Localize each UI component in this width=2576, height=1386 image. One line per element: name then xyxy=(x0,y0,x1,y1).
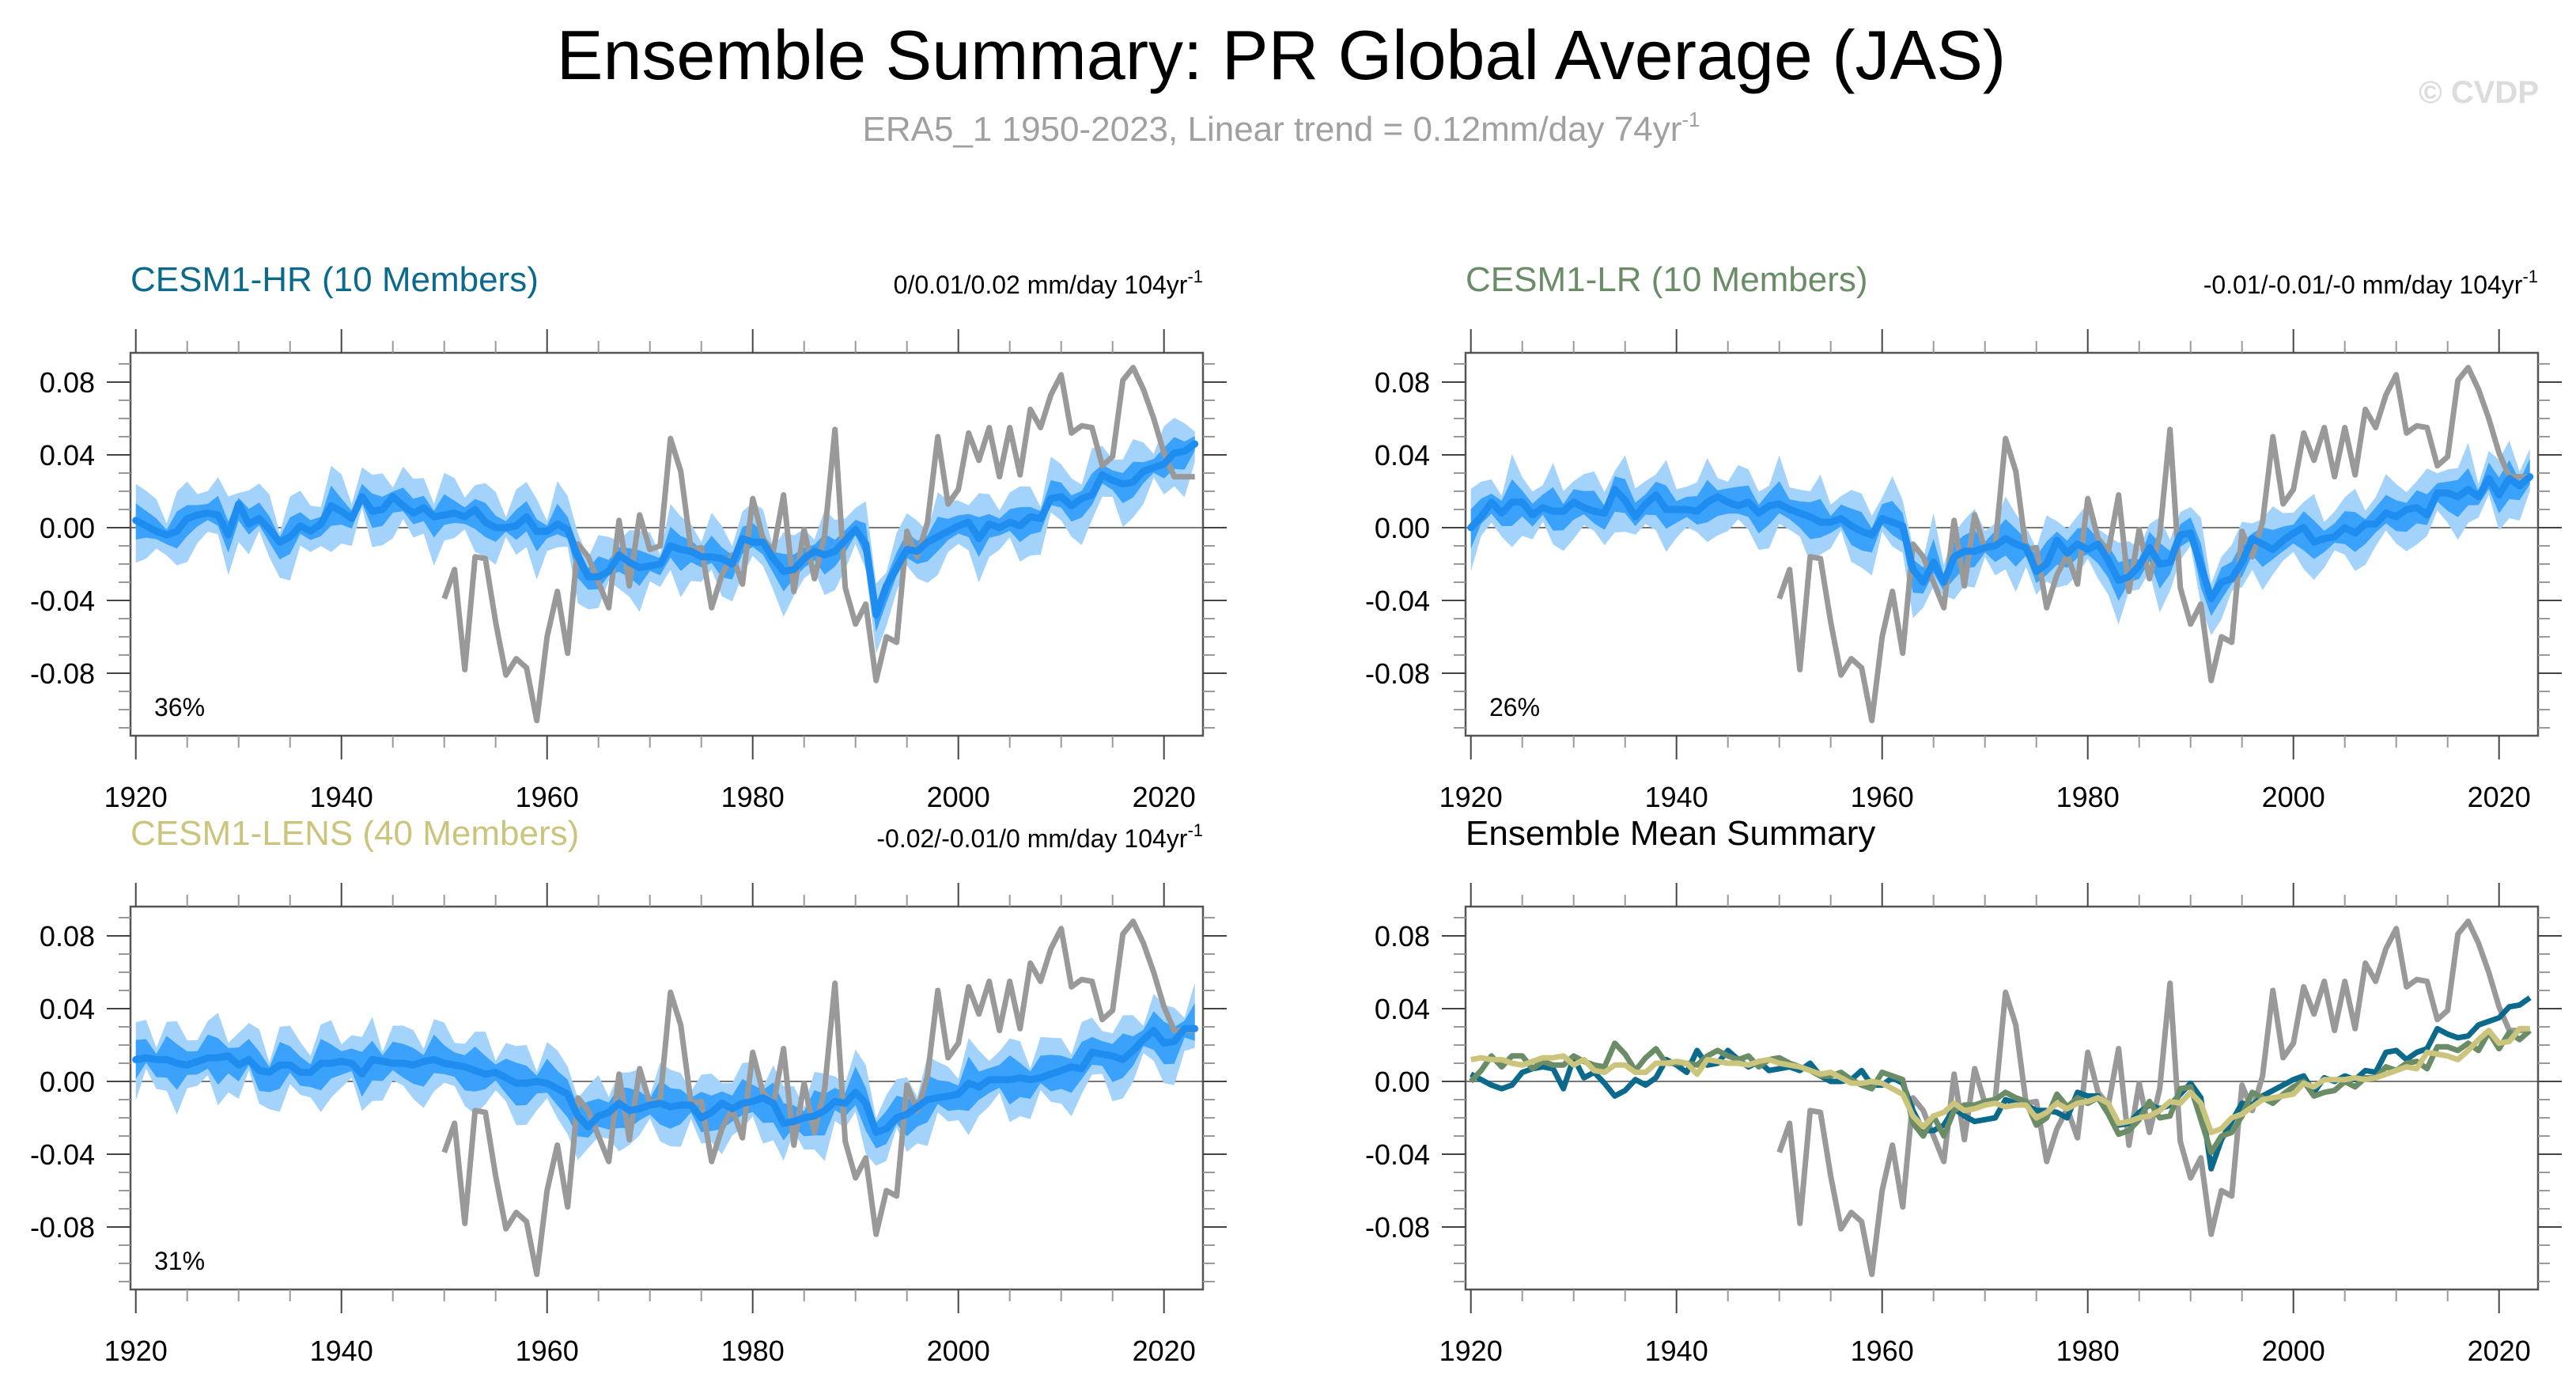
y-tick-label: -0.04 xyxy=(1365,585,1430,617)
y-tick-label: -0.08 xyxy=(1365,657,1430,690)
plot-area xyxy=(1466,365,2538,724)
trend-label: 0/0.01/0.02 mm/day 104yr-1 xyxy=(894,267,1203,299)
subtitle-superscript: -1 xyxy=(1681,108,1700,131)
x-tick-label: 2000 xyxy=(927,781,990,813)
ensemble-mean-line xyxy=(132,440,1199,619)
subtitle-text: ERA5_1 1950-2023, Linear trend = 0.12mm/… xyxy=(863,110,1682,149)
y-tick-label: 0.00 xyxy=(40,1066,95,1098)
x-tick-label: 1980 xyxy=(2056,1335,2120,1367)
trend-text: -0.01/-0.01/-0 mm/day 104yr xyxy=(2203,271,2523,299)
ensemble-inner-band xyxy=(135,1003,1195,1149)
x-tick-label: 1920 xyxy=(104,781,168,813)
panels-grid: CESM1-HR (10 Members) 0/0.01/0.02 mm/day … xyxy=(30,260,2562,1367)
y-tick-label: 0.04 xyxy=(40,439,95,471)
observations-line xyxy=(1776,918,2530,1278)
y-tick-label: 0.08 xyxy=(40,366,95,399)
y-tick-label: 0.04 xyxy=(1375,439,1430,471)
x-tick-label: 2020 xyxy=(1133,781,1196,813)
x-tick-label: 1920 xyxy=(1439,1335,1503,1367)
plot-frame xyxy=(1464,351,2540,737)
trend-superscript: -1 xyxy=(2522,267,2538,286)
ensemble-inner-band xyxy=(1470,458,2530,616)
x-tick-label: 2000 xyxy=(2262,1335,2325,1367)
x-tick-label: 1960 xyxy=(516,1335,579,1367)
x-tick-label: 1940 xyxy=(1645,781,1708,813)
x-tick-label: 1940 xyxy=(310,1335,373,1367)
trend-text: -0.02/-0.01/0 mm/day 104yr xyxy=(876,824,1187,853)
panel-summary: Ensemble Mean Summary 1920 1940 1960 1980 200… xyxy=(1365,814,2562,1367)
panel-title: CESM1-LENS (40 Members) xyxy=(131,814,579,853)
y-tick-label: 0.00 xyxy=(1375,1066,1430,1098)
percent-label: 26% xyxy=(1489,693,1540,721)
y-tick-label: 0.04 xyxy=(1375,993,1430,1025)
y-tick-label: -0.08 xyxy=(30,1211,95,1244)
plot-frame xyxy=(129,905,1205,1291)
trend-superscript: -1 xyxy=(1187,820,1203,840)
y-tick-label: 0.00 xyxy=(40,512,95,544)
plot-frame xyxy=(129,351,1205,737)
x-tick-label: 1920 xyxy=(104,1335,168,1367)
trend-superscript: -1 xyxy=(1187,267,1203,286)
y-tick-label: 0.08 xyxy=(1375,366,1430,399)
x-tick-label: 1940 xyxy=(310,781,373,813)
plot-area xyxy=(131,365,1203,724)
y-tick-label: 0.08 xyxy=(1375,920,1430,952)
x-tick-label: 2020 xyxy=(2468,1335,2531,1367)
panel-title: CESM1-HR (10 Members) xyxy=(131,260,539,299)
ensemble-mean-line xyxy=(1467,473,2534,603)
y-tick-label: -0.08 xyxy=(1365,1211,1430,1244)
x-tick-label: 2000 xyxy=(2262,781,2325,813)
y-tick-label: -0.04 xyxy=(1365,1138,1430,1171)
ensemble-mean-line-lens xyxy=(1470,1025,2530,1135)
x-tick-label: 1940 xyxy=(1645,1335,1708,1367)
x-tick-label: 1960 xyxy=(1851,1335,1914,1367)
ensemble-mean-line xyxy=(132,1024,1199,1136)
x-tick-label: 1960 xyxy=(516,781,579,813)
x-tick-label: 2020 xyxy=(2468,781,2531,813)
trend-label: -0.02/-0.01/0 mm/day 104yr-1 xyxy=(876,820,1203,853)
panel-title: CESM1-LR (10 Members) xyxy=(1466,260,1868,299)
y-tick-label: 0.00 xyxy=(1375,512,1430,544)
ensemble-mean-line-lr xyxy=(1469,1028,2532,1156)
trend-text: 0/0.01/0.02 mm/day 104yr xyxy=(894,271,1188,299)
x-tick-label: 1920 xyxy=(1439,781,1503,813)
cvdp-watermark: © CVDP xyxy=(2419,75,2539,110)
y-tick-label: -0.04 xyxy=(30,585,95,617)
panel-title: Ensemble Mean Summary xyxy=(1466,814,1875,853)
chart-title: Ensemble Summary: PR Global Average (JAS… xyxy=(557,16,2006,94)
panel-hr: CESM1-HR (10 Members) 0/0.01/0.02 mm/day … xyxy=(30,260,1227,813)
x-tick-label: 2000 xyxy=(927,1335,990,1367)
y-tick-label: 0.08 xyxy=(40,920,95,952)
panel-lr: CESM1-LR (10 Members) -0.01/-0.01/-0 mm/d… xyxy=(1365,260,2562,813)
percent-label: 31% xyxy=(154,1247,205,1275)
x-tick-label: 2020 xyxy=(1133,1335,1196,1367)
ensemble-range-band xyxy=(135,418,1195,654)
x-tick-label: 1960 xyxy=(1851,781,1914,813)
percent-label: 36% xyxy=(154,693,205,721)
plot-frame xyxy=(1464,905,2540,1291)
x-tick-label: 1980 xyxy=(721,1335,785,1367)
chart-subtitle: ERA5_1 1950-2023, Linear trend = 0.12mm/… xyxy=(863,108,1700,149)
x-tick-label: 1980 xyxy=(2056,781,2120,813)
plot-area xyxy=(131,918,1203,1278)
y-tick-label: 0.04 xyxy=(40,993,95,1025)
x-tick-label: 1980 xyxy=(721,781,785,813)
y-tick-label: -0.04 xyxy=(30,1138,95,1171)
trend-label: -0.01/-0.01/-0 mm/day 104yr-1 xyxy=(2203,267,2538,299)
plot-area xyxy=(1466,918,2538,1278)
panel-lens: CESM1-LENS (40 Members) -0.02/-0.01/0 mm/… xyxy=(30,814,1227,1367)
y-tick-label: -0.08 xyxy=(30,657,95,690)
